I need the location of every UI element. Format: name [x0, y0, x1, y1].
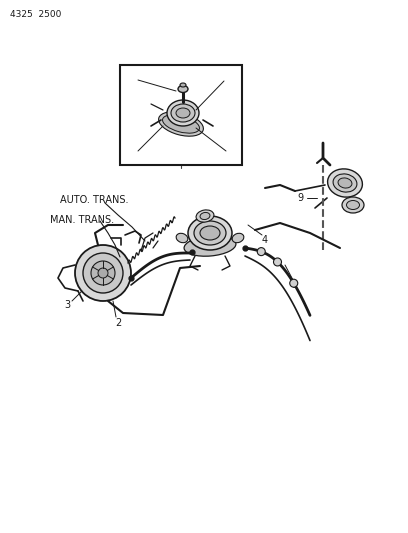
Ellipse shape	[333, 174, 357, 192]
Ellipse shape	[159, 112, 204, 136]
Ellipse shape	[196, 210, 214, 222]
Text: 2: 2	[115, 318, 121, 328]
Ellipse shape	[167, 100, 199, 126]
Text: 5: 5	[227, 147, 233, 157]
Circle shape	[75, 245, 131, 301]
Ellipse shape	[328, 169, 362, 197]
Circle shape	[273, 258, 282, 266]
Ellipse shape	[194, 221, 226, 245]
Ellipse shape	[176, 233, 188, 243]
Circle shape	[290, 279, 298, 287]
Circle shape	[257, 248, 265, 256]
Ellipse shape	[346, 200, 359, 209]
Ellipse shape	[178, 85, 188, 93]
Ellipse shape	[162, 115, 200, 133]
Text: 9: 9	[297, 193, 303, 203]
Text: 1: 1	[292, 280, 298, 290]
Ellipse shape	[232, 233, 244, 243]
Text: 7: 7	[132, 74, 138, 84]
Ellipse shape	[176, 108, 190, 118]
Ellipse shape	[184, 236, 236, 256]
Text: 4325  2500: 4325 2500	[10, 10, 61, 19]
Ellipse shape	[338, 178, 352, 188]
Text: 8: 8	[225, 74, 231, 84]
Circle shape	[98, 268, 108, 278]
Circle shape	[83, 253, 123, 293]
Ellipse shape	[200, 226, 220, 240]
Text: 3: 3	[64, 300, 70, 310]
Ellipse shape	[180, 83, 186, 87]
Text: 4: 4	[262, 235, 268, 245]
Bar	[120, 65, 242, 165]
Text: 6: 6	[132, 147, 138, 157]
Circle shape	[91, 261, 115, 285]
Ellipse shape	[200, 213, 210, 220]
Text: MAN. TRANS.: MAN. TRANS.	[50, 215, 114, 225]
Ellipse shape	[188, 216, 232, 250]
Ellipse shape	[342, 197, 364, 213]
Ellipse shape	[171, 104, 195, 122]
Text: AUTO. TRANS.: AUTO. TRANS.	[60, 195, 129, 205]
